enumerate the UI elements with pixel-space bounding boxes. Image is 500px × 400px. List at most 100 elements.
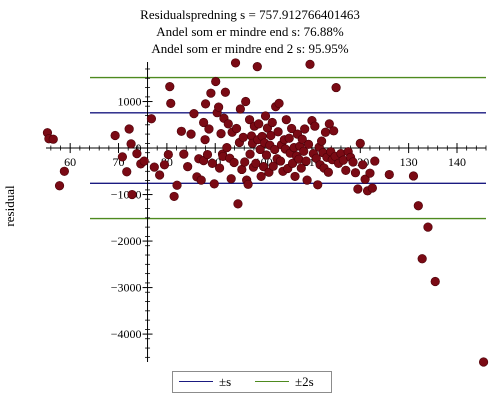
data-point (300, 124, 310, 134)
data-point (59, 166, 69, 176)
data-point (417, 254, 427, 264)
data-point (244, 115, 255, 125)
data-points (42, 58, 489, 367)
data-point (305, 59, 315, 69)
axes: 10000−1000−2000−3000−4000607080901001101… (46, 62, 487, 362)
data-point (320, 127, 331, 137)
chart-title: Residualspredning s = 757.912766401463 A… (0, 6, 500, 57)
y-tick-label: −2000 (111, 234, 142, 248)
data-point (297, 134, 307, 144)
data-point (275, 156, 286, 166)
data-point (323, 167, 333, 177)
data-point (303, 139, 314, 149)
legend-swatch-s (179, 381, 213, 382)
data-point (353, 184, 363, 194)
data-point (408, 171, 419, 181)
data-point (149, 162, 159, 172)
data-point (200, 99, 211, 109)
data-point (117, 152, 127, 162)
data-point (358, 160, 368, 170)
data-point (317, 136, 327, 146)
data-point (169, 191, 179, 202)
data-point (127, 189, 137, 200)
data-point (216, 129, 226, 139)
data-point (350, 168, 361, 178)
data-point (206, 88, 216, 98)
data-point (258, 162, 269, 172)
data-point (478, 357, 489, 367)
data-point (199, 117, 209, 128)
data-point (268, 161, 278, 171)
data-point (281, 115, 291, 125)
data-point (176, 126, 186, 136)
y-axis-label: residual (2, 185, 17, 227)
data-point (290, 171, 300, 182)
data-point (329, 126, 339, 136)
data-point (255, 144, 265, 155)
data-point (222, 142, 232, 153)
data-point (313, 180, 323, 190)
data-point (367, 183, 377, 193)
data-point (207, 158, 217, 168)
data-point (266, 130, 276, 141)
data-point (365, 168, 375, 178)
data-point (274, 98, 284, 108)
data-point (355, 138, 365, 148)
title-line-3: Andel som er mindre end 2 s: 95.95% (151, 41, 349, 56)
data-point (273, 127, 283, 137)
data-point (122, 167, 132, 177)
data-point (179, 149, 189, 159)
data-point (200, 135, 210, 145)
data-point (196, 175, 206, 185)
reference-lines (90, 76, 486, 220)
data-point (413, 201, 423, 211)
data-point (165, 82, 175, 92)
data-point (214, 102, 224, 112)
data-point (270, 144, 280, 155)
y-tick-label: 0 (136, 141, 142, 155)
data-point (189, 109, 199, 119)
data-point (243, 179, 253, 189)
data-point (370, 156, 380, 166)
data-point (202, 149, 213, 160)
data-point (163, 149, 173, 160)
x-tick-label: 130 (400, 155, 418, 169)
data-point (229, 157, 239, 168)
data-point (231, 123, 242, 134)
data-point (220, 87, 230, 97)
data-point (214, 163, 225, 173)
x-tick-label: 60 (64, 155, 76, 169)
data-point (238, 132, 248, 142)
data-point (48, 134, 58, 144)
data-point (256, 171, 266, 182)
data-point (204, 124, 214, 134)
data-point (211, 76, 221, 87)
data-point (331, 82, 341, 93)
data-point (226, 174, 236, 184)
data-point (186, 129, 196, 139)
data-point (299, 146, 309, 156)
legend-swatch-2s (255, 381, 289, 382)
data-point (260, 111, 271, 121)
y-tick-label: 1000 (118, 95, 142, 109)
data-point (159, 160, 170, 170)
data-point (348, 157, 358, 167)
data-point (230, 58, 241, 68)
data-point (146, 114, 157, 124)
data-point (132, 149, 142, 159)
data-point (110, 130, 120, 141)
data-point (139, 156, 149, 166)
legend-label-2s: ±2s (295, 374, 314, 389)
data-point (324, 119, 334, 129)
data-point (287, 123, 297, 134)
data-point (155, 170, 165, 180)
y-tick-label: −1000 (111, 188, 142, 202)
data-point (360, 174, 370, 184)
data-point (235, 104, 245, 114)
data-point (183, 162, 193, 172)
data-point (261, 150, 272, 160)
data-point (302, 175, 312, 185)
data-point (252, 62, 262, 72)
data-point (233, 199, 243, 209)
data-point (251, 158, 261, 168)
